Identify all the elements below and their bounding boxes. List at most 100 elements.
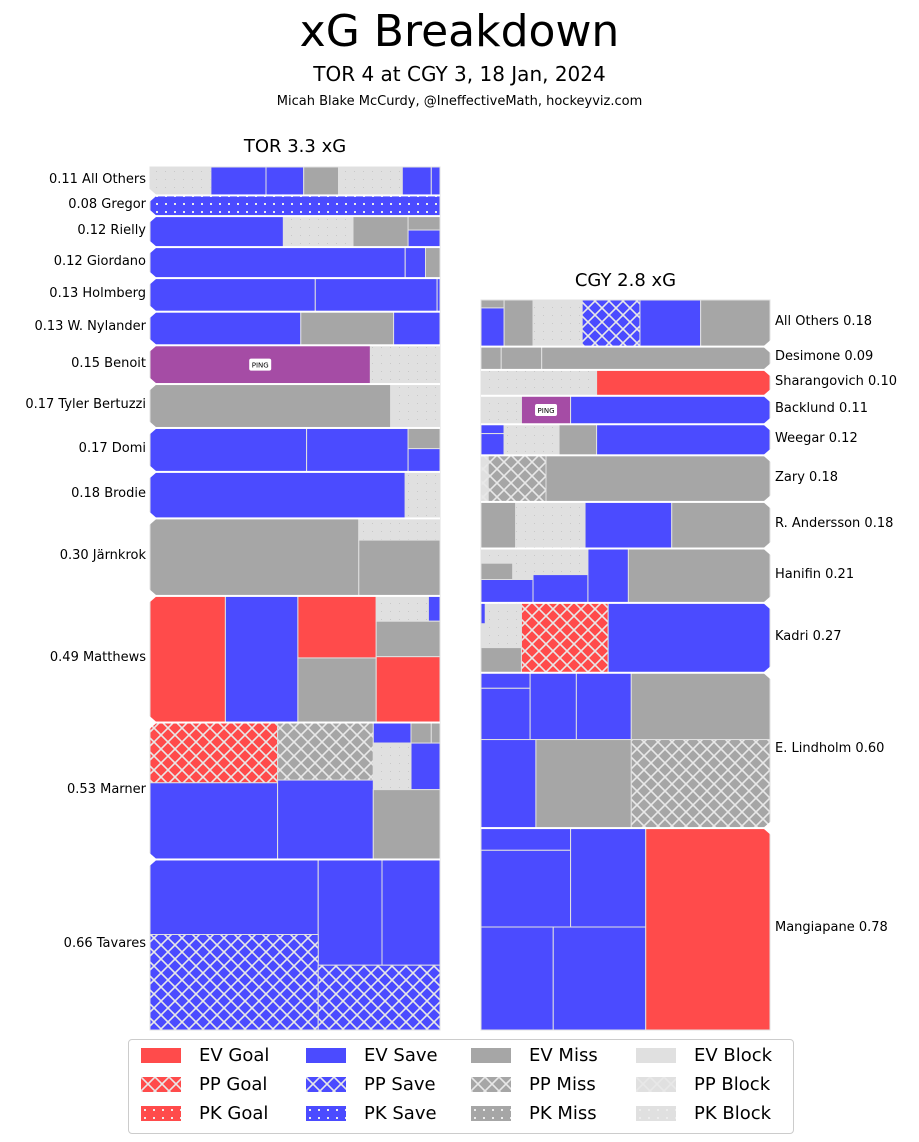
block-texture <box>504 424 531 456</box>
shot-cell-ev-save <box>150 427 307 472</box>
shot-cell-ev-save <box>150 311 301 346</box>
shot-cell-ev-miss <box>408 427 440 449</box>
swatch-fill <box>141 1048 181 1063</box>
player-block-cgy-r-andersson <box>480 494 771 550</box>
block-separator <box>481 345 770 348</box>
player-block-cgy-desimone <box>480 339 771 371</box>
player-block-tor-matthews <box>149 588 441 724</box>
shot-cell-ev-save <box>481 307 505 347</box>
shot-cell-ev-save <box>150 247 406 279</box>
player-label: 0.30 Järnkrok <box>59 548 146 564</box>
player-label: Kadri 0.27 <box>775 628 842 644</box>
player-label: Backlund 0.11 <box>775 401 868 417</box>
legend-label: EV Block <box>694 1045 773 1066</box>
block-separator <box>150 517 440 520</box>
block-texture <box>376 595 403 622</box>
shot-cell-ev-miss <box>546 455 770 502</box>
legend-swatch <box>306 1106 346 1121</box>
legend-label: PK Miss <box>529 1103 597 1124</box>
pk-dot-overlay <box>481 395 522 425</box>
shot-cell-ev-save <box>225 595 298 723</box>
shot-cell-ev-goal <box>376 656 440 723</box>
block-texture <box>370 167 403 196</box>
block-texture <box>495 369 597 396</box>
shot-cell-ev-save <box>411 743 440 790</box>
shot-cell-ev-save <box>408 448 440 472</box>
shot-cell-ev-save <box>318 859 382 966</box>
tor-team-header: TOR 3.3 xG <box>243 136 347 157</box>
pk-dot-overlay <box>150 195 440 217</box>
shot-cell-ev-miss <box>631 672 770 740</box>
player-block-cgy-hanifin <box>480 541 771 604</box>
chart-subtitle: TOR 4 at CGY 3, 18 Jan, 2024 <box>313 62 606 86</box>
shot-cell-ev-goal <box>645 828 770 1030</box>
shot-cell-ev-miss <box>353 216 409 248</box>
player-block-cgy-weegar <box>480 417 771 456</box>
player-label: E. Lindholm 0.60 <box>775 741 885 757</box>
ping-label: PING <box>538 407 555 415</box>
shot-cell-ev-save <box>481 828 571 851</box>
block-separator <box>481 827 770 830</box>
shot-cell-ev-save <box>553 927 646 1030</box>
block-separator <box>481 394 770 397</box>
player-label: 0.12 Rielly <box>77 222 146 238</box>
shot-cell-ev-save <box>210 167 266 196</box>
block-separator <box>481 423 770 426</box>
shot-cell-ev-miss <box>628 548 770 603</box>
block-texture <box>533 300 583 347</box>
ping-badge <box>535 404 558 417</box>
player-block-cgy-all-others <box>480 299 771 348</box>
block-texture <box>419 345 440 385</box>
player-block-tor-marner <box>149 715 441 860</box>
player-block-tor-w-nylander <box>149 304 441 346</box>
swatch-hatch <box>471 1077 511 1092</box>
block-texture <box>485 602 522 624</box>
legend-swatch <box>306 1048 346 1063</box>
shot-cell-ev-save <box>596 424 770 456</box>
shot-cell-ev-goal <box>297 595 377 658</box>
shot-cell-ev-save <box>639 300 701 347</box>
block-texture <box>512 548 534 580</box>
player-label: 0.53 Marner <box>67 781 146 797</box>
shot-cell-ev-miss <box>700 300 770 347</box>
block-separator <box>150 383 440 386</box>
legend: EV Goal PP Goal PK Goal EV Save PP Save PK Sa… <box>128 1039 794 1134</box>
shot-cell-ev-save <box>277 780 374 860</box>
swatch-fill <box>636 1048 676 1063</box>
shot-cell-ev-save <box>428 595 440 622</box>
block-texture <box>370 345 420 385</box>
player-block-tor-gregor <box>149 188 441 217</box>
block-texture <box>530 424 560 456</box>
player-block-cgy-zary <box>480 448 771 503</box>
shot-cell-ev-save <box>576 672 632 740</box>
legend-swatch <box>636 1048 676 1063</box>
player-block-cgy-sharangovich <box>480 362 771 397</box>
shot-cell-ev-save <box>587 548 629 603</box>
legend-label: PP Block <box>694 1074 771 1095</box>
legend-swatch <box>636 1106 676 1121</box>
shot-cell-ev-save <box>481 739 536 829</box>
shot-cell-ev-miss <box>425 247 440 279</box>
shot-cell-ev-save <box>405 247 426 279</box>
block-separator <box>481 454 770 457</box>
shot-cell-ev-miss <box>408 216 440 231</box>
shot-cell-ev-save <box>382 859 440 966</box>
shot-cell-ev-save <box>481 424 505 434</box>
shot-cell-ev-miss <box>300 311 394 346</box>
shot-cell-ev-miss <box>297 657 377 723</box>
shot-cell-ev-miss <box>150 518 359 596</box>
legend-label: EV Miss <box>529 1045 598 1066</box>
shot-cell-ev-save <box>608 602 770 673</box>
shot-cell-ev-save <box>437 278 440 312</box>
pp-hatch-overlay <box>150 722 278 783</box>
shot-cell-ev-miss <box>411 722 432 744</box>
player-block-tor-holmberg <box>149 271 441 313</box>
player-block-tor-tyler-bertuzzi <box>149 377 441 429</box>
shot-cell-ev-miss <box>358 540 440 596</box>
shot-cell-ev-miss <box>481 563 513 580</box>
legend-swatch <box>141 1048 181 1063</box>
player-block-cgy-e-lindholm <box>480 665 771 829</box>
player-block-cgy-kadri <box>480 595 771 674</box>
shot-cell-ev-miss <box>559 424 597 456</box>
shot-cell-ev-miss <box>373 789 440 860</box>
